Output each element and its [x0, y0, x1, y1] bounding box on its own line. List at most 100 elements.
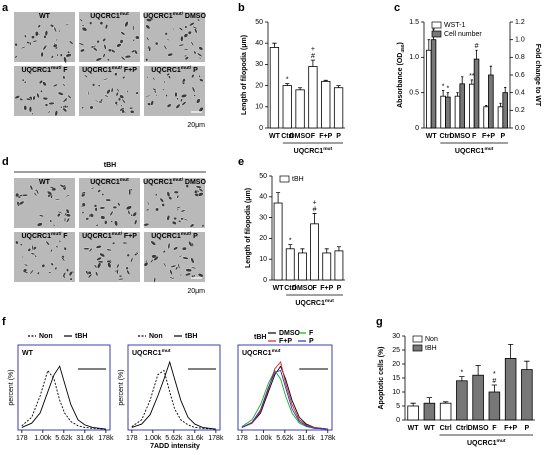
cell	[122, 75, 126, 80]
bar	[504, 357, 517, 421]
scale-bar-label: 20μm	[187, 122, 205, 129]
cell	[101, 193, 105, 196]
y-axis-label: Apoptotic cells (%)	[378, 346, 385, 409]
y-axis-label: Length of filopodia (μm)	[245, 188, 252, 268]
x-tick-label: 178	[16, 435, 28, 442]
cell	[90, 45, 95, 49]
cell	[36, 222, 43, 227]
panel-letter: g	[376, 316, 383, 328]
micrograph-label: UQCRC1mut/ DMSO	[143, 177, 206, 186]
cell	[23, 105, 28, 111]
cell	[182, 256, 189, 260]
y-tick-label: 20	[255, 82, 263, 89]
bar	[445, 96, 451, 129]
significance-mark: *	[446, 86, 449, 93]
significance-mark: *	[442, 83, 445, 90]
cell	[31, 244, 34, 251]
y-tick-label: 0.5	[409, 90, 419, 97]
cell	[120, 104, 123, 107]
x-tick-label: 31.6k	[76, 435, 94, 442]
cell	[165, 94, 168, 97]
cell	[28, 106, 33, 113]
cell	[126, 89, 129, 93]
x-tick-label: 31.6k	[298, 435, 316, 442]
label-text: UQCRC1	[151, 233, 181, 240]
micrograph	[14, 12, 75, 63]
cell	[166, 38, 170, 41]
cell	[37, 24, 41, 28]
label-suffix: )	[397, 42, 404, 44]
error-bar	[276, 192, 281, 204]
cell	[116, 263, 120, 269]
x-tick-label: 178	[126, 435, 138, 442]
legend-label: WST-1	[444, 22, 465, 29]
cell	[40, 51, 44, 58]
cell	[116, 268, 119, 275]
cell	[116, 88, 120, 93]
cell	[69, 277, 73, 281]
label-text: WT	[39, 13, 51, 20]
error-bar	[310, 59, 316, 67]
cell	[166, 191, 171, 198]
plot-frame	[237, 344, 333, 431]
micrograph-label: UQCRC1mut/ F	[21, 65, 68, 74]
micrograph-label: UQCRC1mut/ F	[21, 231, 68, 240]
cell	[58, 240, 62, 243]
cell	[46, 190, 53, 196]
label-suffix: F	[61, 233, 68, 240]
cell	[189, 22, 195, 27]
micrograph	[79, 232, 140, 282]
bar	[488, 391, 501, 421]
y-tick-label: 50	[255, 19, 263, 26]
cell	[31, 35, 35, 39]
cell	[175, 266, 179, 271]
error-bar	[336, 246, 341, 251]
cell	[90, 187, 95, 190]
cell	[196, 98, 201, 104]
x-tick-label: 5.62k	[165, 435, 183, 442]
cell	[36, 271, 40, 275]
cell	[144, 95, 152, 98]
cell	[174, 92, 178, 98]
cell	[100, 98, 103, 102]
cell	[81, 211, 85, 214]
bar	[426, 49, 432, 129]
micrograph	[79, 178, 140, 228]
y-tick-label: 20	[259, 235, 267, 242]
cell	[176, 97, 179, 101]
cell	[125, 266, 129, 270]
error-bar	[300, 248, 305, 253]
cell	[29, 184, 34, 191]
bar	[454, 95, 461, 129]
label-text: UQCRC1	[21, 233, 51, 240]
cell	[163, 262, 167, 268]
cell	[183, 80, 186, 84]
y-axis-label: Absorbance (OD450)	[397, 42, 406, 108]
cell	[97, 84, 101, 87]
cell	[49, 24, 55, 28]
legend-title: tBH	[254, 334, 266, 341]
cell	[61, 256, 66, 262]
cell	[110, 87, 114, 93]
label-sup: mut/	[51, 231, 62, 237]
cell	[143, 222, 150, 227]
cell	[79, 18, 83, 22]
cell	[125, 205, 132, 211]
cell	[87, 270, 92, 275]
label-sup: mut	[120, 177, 129, 183]
cell	[42, 44, 48, 51]
cell	[64, 23, 70, 26]
cell	[56, 53, 59, 57]
cell	[145, 18, 152, 22]
cell	[62, 271, 67, 278]
label-text: UQCRC1	[151, 67, 181, 74]
cell	[117, 97, 122, 102]
cell	[91, 83, 96, 87]
cell	[134, 253, 138, 256]
micrograph	[143, 232, 205, 283]
bar	[298, 252, 307, 281]
cell	[134, 49, 138, 55]
cell	[172, 28, 175, 30]
cell	[45, 240, 50, 246]
cell	[185, 184, 189, 189]
